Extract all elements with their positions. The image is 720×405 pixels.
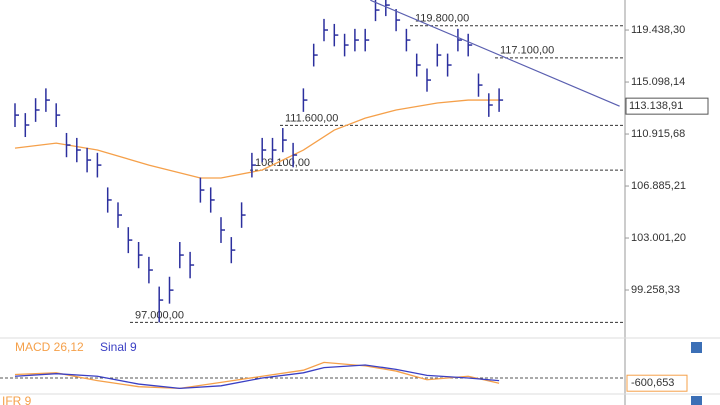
last-price-label: 113.138,91 [629,100,683,112]
macd-last-label: -600,653 [631,377,674,389]
level-label: 108.100,00 [255,157,310,169]
ifr-label: IFR 9 [2,394,32,405]
macd-line [14,364,500,390]
panel-icon[interactable] [691,396,702,405]
level-label: 117.100,00 [500,45,554,57]
moving-average [14,99,500,179]
macd-line [14,361,500,390]
panel-icon[interactable] [691,342,702,353]
legend-macd: MACD 26,12 [15,340,84,354]
level-label: 119.800,00 [415,13,469,25]
y-tick-label: 115.098,14 [631,76,685,88]
legend-signal: Sinal 9 [100,340,137,354]
y-tick-label: 119.438,30 [631,24,685,36]
level-label: 111.600,00 [285,112,338,124]
y-tick-label: 99.258,33 [631,284,680,296]
trend-line [370,0,620,107]
y-tick-label: 103.001,20 [631,232,686,244]
y-tick-label: 110.915,68 [631,128,685,140]
y-tick-label: 106.885,21 [631,180,686,192]
macd-last-box [626,374,688,392]
last-price-box [625,97,709,115]
